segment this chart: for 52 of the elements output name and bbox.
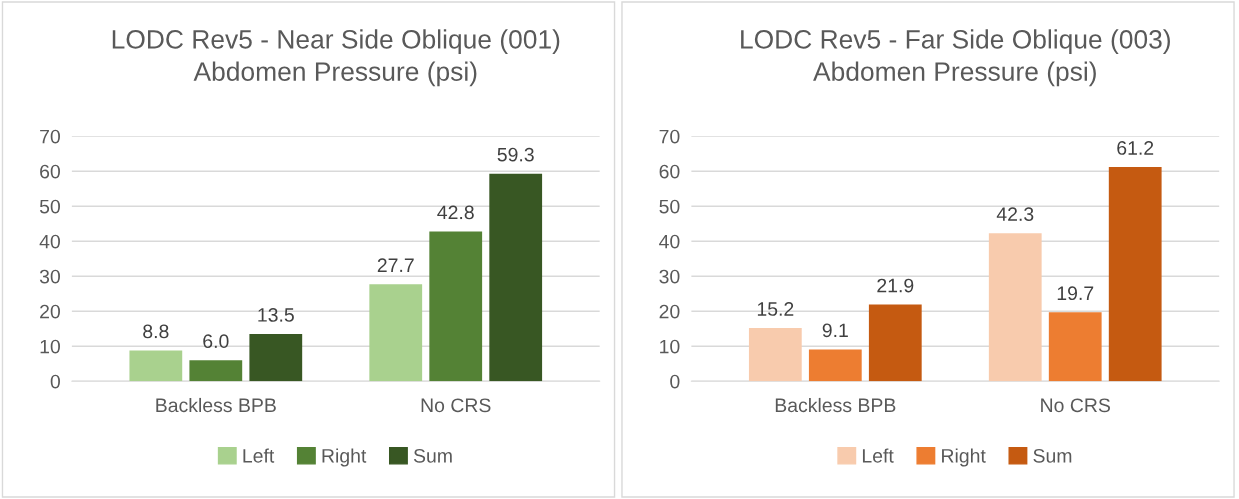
y-tick-label: 60 — [40, 164, 60, 179]
y-tick-label: 50 — [39, 199, 60, 214]
y-tick-label: 20 — [40, 304, 60, 319]
x-tick-label: Backless BPB — [156, 397, 276, 413]
y-tick-label: 70 — [659, 129, 680, 144]
bar — [249, 333, 303, 382]
data-label: 59.3 — [497, 147, 534, 162]
bar — [489, 173, 543, 382]
bar — [189, 360, 243, 382]
data-label: 6.0 — [203, 334, 229, 349]
data-label: 9.1 — [822, 323, 848, 338]
x-tick-label: No CRS — [421, 398, 491, 413]
legend-label: Left — [243, 448, 275, 463]
y-tick-label: 30 — [659, 269, 680, 284]
data-label: 21.9 — [877, 278, 914, 293]
data-label: 42.3 — [996, 207, 1034, 221]
bar — [748, 328, 802, 382]
bar — [868, 304, 922, 382]
y-tick-label: 10 — [40, 339, 60, 354]
bar — [129, 350, 183, 382]
bar — [988, 233, 1042, 382]
bar — [1048, 312, 1102, 382]
data-label: 61.2 — [1117, 141, 1154, 155]
y-tick-label: 10 — [660, 339, 680, 354]
bar — [429, 231, 483, 382]
x-tick-label: No CRS — [1041, 398, 1110, 413]
y-tick-label: 0 — [670, 374, 680, 389]
chart-title: LODC Rev5 - Far Side Oblique (003) Abdomen Pressure (psi) — [741, 29, 1170, 87]
data-label: 8.8 — [143, 324, 169, 339]
bar — [1108, 167, 1162, 382]
y-tick-label: 20 — [659, 304, 680, 319]
y-tick-label: 60 — [659, 164, 680, 179]
y-tick-label: 50 — [659, 199, 680, 214]
bar — [369, 284, 423, 382]
legend-label: Sum — [1033, 448, 1072, 463]
data-label: 13.5 — [258, 308, 294, 322]
data-label: 42.8 — [437, 205, 474, 220]
y-tick-label: 30 — [39, 269, 60, 284]
bar — [808, 349, 862, 382]
chart-title: LODC Rev5 - Near Side Oblique (001) Abdomen Pressure (psi) — [112, 29, 560, 87]
y-tick-label: 0 — [50, 374, 60, 389]
data-label: 27.7 — [377, 258, 414, 272]
legend-label: Right — [942, 448, 986, 467]
y-tick-label: 70 — [40, 129, 60, 144]
x-tick-label: Backless BPB — [775, 397, 896, 413]
y-tick-label: 40 — [39, 234, 60, 249]
data-label: 19.7 — [1057, 286, 1094, 301]
y-tick-label: 40 — [659, 234, 680, 249]
data-label: 15.2 — [757, 302, 794, 316]
legend-label: Right — [322, 448, 367, 467]
legend-label: Left — [862, 448, 894, 463]
legend-label: Sum — [413, 448, 452, 463]
